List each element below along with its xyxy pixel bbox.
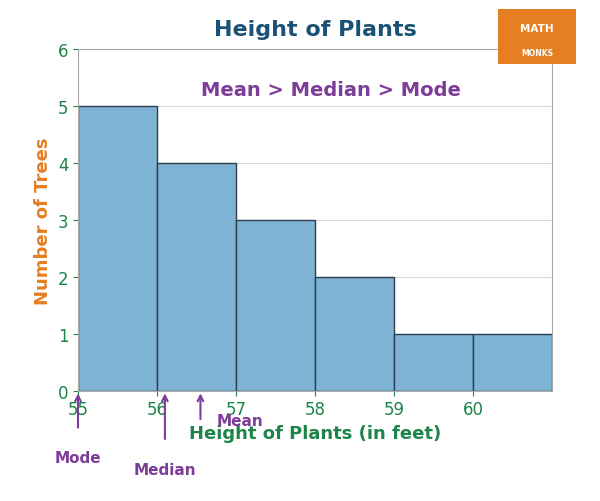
Bar [157,164,236,391]
Bar [78,107,157,391]
Bar [315,277,394,391]
Text: MONKS: MONKS [521,49,553,58]
Text: MATH: MATH [520,25,554,34]
FancyBboxPatch shape [494,7,580,68]
Bar [473,334,552,391]
Title: Height of Plants: Height of Plants [214,20,416,40]
Text: Mode: Mode [55,450,101,465]
X-axis label: Height of Plants (in feet): Height of Plants (in feet) [189,424,441,442]
Text: Mean > Median > Mode: Mean > Median > Mode [201,80,461,99]
Bar [236,220,315,391]
Y-axis label: Number of Trees: Number of Trees [34,137,52,304]
Text: Mean: Mean [216,413,263,428]
Bar [394,334,473,391]
Text: Median: Median [134,462,196,477]
